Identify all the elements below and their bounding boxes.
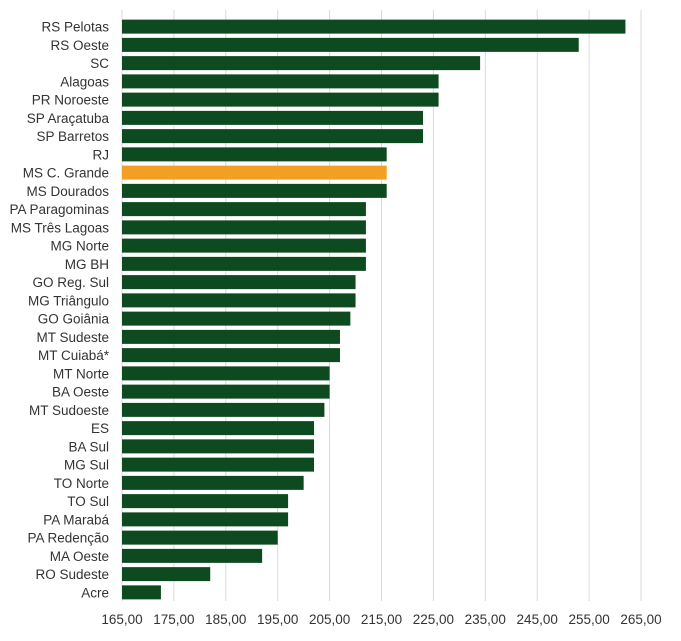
bar — [122, 311, 351, 326]
category-label: RS Oeste — [50, 38, 109, 53]
x-tick-label: 255,00 — [568, 612, 609, 627]
x-tick-label: 195,00 — [257, 612, 298, 627]
bars — [122, 19, 626, 600]
category-label: BA Oeste — [52, 385, 109, 400]
category-label: SP Araçatuba — [27, 111, 110, 126]
category-label: PA Marabá — [43, 512, 109, 527]
category-label: MT Sudeste — [36, 330, 109, 345]
bar — [122, 439, 315, 454]
bar — [122, 275, 356, 290]
category-label: MG Triângulo — [28, 293, 109, 308]
category-label: Alagoas — [60, 74, 109, 89]
bar — [122, 348, 340, 363]
x-tick-label: 185,00 — [205, 612, 246, 627]
bar — [122, 92, 439, 107]
bar — [122, 402, 325, 417]
bar — [122, 238, 366, 253]
bar — [122, 147, 387, 162]
bar — [122, 585, 161, 600]
bar — [122, 256, 366, 271]
category-label: PR Noroeste — [32, 93, 109, 108]
bar — [122, 220, 366, 235]
x-axis-ticks: 165,00 175,00 185,00 195,00 205,00 215,00 225,… — [101, 612, 661, 627]
x-tick-label: 225,00 — [413, 612, 454, 627]
bar — [122, 366, 330, 381]
bar — [122, 202, 366, 217]
x-tick-label: 235,00 — [465, 612, 506, 627]
category-label: BA Sul — [68, 439, 109, 454]
category-label: RJ — [93, 147, 110, 162]
bar — [122, 183, 387, 198]
category-label: RO Sudeste — [35, 567, 109, 582]
bar — [122, 567, 211, 582]
category-label: TO Sul — [67, 494, 109, 509]
bar — [122, 530, 278, 545]
bar — [122, 421, 315, 436]
category-label: MT Cuiabá* — [38, 348, 110, 363]
category-label: MA Oeste — [50, 549, 109, 564]
category-label: MS C. Grande — [23, 166, 109, 181]
category-label: PA Redenção — [27, 531, 109, 546]
category-label: MG Norte — [50, 239, 109, 254]
category-label: MG BH — [65, 257, 109, 272]
bar — [122, 384, 330, 399]
category-label: TO Norte — [54, 476, 109, 491]
x-tick-label: 175,00 — [153, 612, 194, 627]
bar — [122, 475, 304, 490]
category-label: RS Pelotas — [41, 20, 109, 35]
category-label: MT Norte — [53, 366, 109, 381]
bar — [122, 512, 289, 527]
bar — [122, 457, 315, 472]
category-labels: RS Pelotas RS Oeste SC Alagoas PR Noroeste SP… — [9, 20, 109, 601]
x-tick-label: 205,00 — [309, 612, 350, 627]
category-label: SP Barretos — [36, 129, 109, 144]
bar — [122, 56, 481, 71]
bar — [122, 548, 263, 563]
bar — [122, 329, 340, 344]
bar — [122, 110, 424, 125]
category-label: GO Reg. Sul — [32, 275, 109, 290]
x-tick-label: 245,00 — [517, 612, 558, 627]
bar — [122, 293, 356, 308]
category-label: MG Sul — [64, 458, 109, 473]
bar — [122, 37, 579, 52]
bar — [122, 129, 424, 144]
category-label: MS Três Lagoas — [11, 220, 110, 235]
bar — [122, 165, 387, 180]
bar — [122, 19, 626, 34]
x-tick-label: 165,00 — [101, 612, 142, 627]
category-label: MT Sudoeste — [29, 403, 109, 418]
category-label: MS Dourados — [26, 184, 109, 199]
category-label: ES — [91, 421, 109, 436]
x-tick-label: 265,00 — [620, 612, 661, 627]
category-label: PA Paragominas — [9, 202, 109, 217]
bar — [122, 494, 289, 509]
category-label: SC — [90, 56, 109, 71]
category-label: GO Goiânia — [38, 312, 110, 327]
bar — [122, 74, 439, 89]
category-label: Acre — [81, 585, 109, 600]
x-tick-label: 215,00 — [361, 612, 402, 627]
